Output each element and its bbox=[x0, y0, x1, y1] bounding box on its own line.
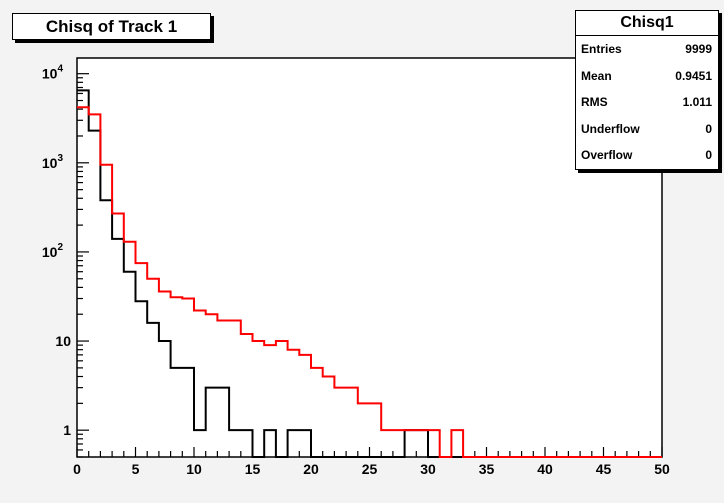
stats-label: Mean bbox=[581, 68, 612, 83]
x-tick-label: 45 bbox=[596, 461, 612, 477]
x-tick-label: 30 bbox=[420, 461, 436, 477]
x-tick-label: 50 bbox=[654, 461, 670, 477]
stats-title: Chisq1 bbox=[576, 11, 718, 36]
stats-value: 0.9451 bbox=[675, 68, 712, 83]
stats-label: Underflow bbox=[581, 121, 640, 136]
stats-label: Overflow bbox=[581, 148, 633, 163]
stats-value: 1.011 bbox=[682, 95, 712, 110]
stats-label: Entries bbox=[581, 42, 622, 56]
y-tick-label: 104 bbox=[42, 64, 64, 82]
stats-row-underflow: Underflow 0 bbox=[576, 116, 718, 143]
stats-row-mean: Mean 0.9451 bbox=[576, 63, 718, 90]
x-tick-label: 5 bbox=[132, 461, 140, 477]
x-tick-label: 35 bbox=[479, 461, 495, 477]
stats-row-rms: RMS 1.011 bbox=[576, 89, 718, 116]
x-tick-label: 15 bbox=[245, 461, 261, 477]
y-tick-label: 102 bbox=[42, 242, 64, 260]
stats-row-entries: Entries 9999 bbox=[576, 36, 718, 63]
x-tick-label: 0 bbox=[73, 461, 81, 477]
histogram-series-2 bbox=[77, 106, 662, 458]
x-tick-label: 40 bbox=[537, 461, 553, 477]
stats-value: 0 bbox=[705, 148, 712, 163]
stats-row-overflow: Overflow 0 bbox=[576, 142, 718, 169]
stats-box: Chisq1 Entries 9999 Mean 0.9451 RMS 1.01… bbox=[575, 10, 719, 170]
chart-title: Chisq of Track 1 bbox=[12, 13, 211, 40]
y-tick-label: 1 bbox=[63, 422, 71, 438]
x-tick-label: 20 bbox=[303, 461, 319, 477]
y-tick-label: 103 bbox=[42, 153, 64, 171]
stats-label: RMS bbox=[581, 95, 608, 110]
x-tick-label: 10 bbox=[186, 461, 202, 477]
x-tick-label: 25 bbox=[362, 461, 378, 477]
plot-frame bbox=[76, 57, 663, 458]
stats-value: 0 bbox=[705, 121, 712, 136]
y-tick-label: 10 bbox=[55, 333, 71, 349]
stats-value: 9999 bbox=[685, 42, 712, 56]
